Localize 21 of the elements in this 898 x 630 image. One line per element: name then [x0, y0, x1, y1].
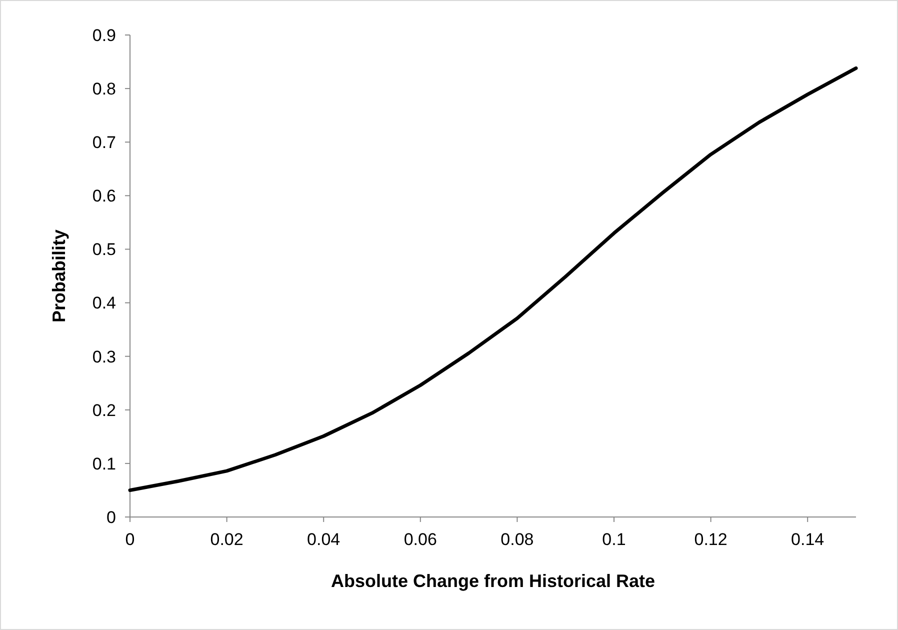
x-tick-label: 0.1	[602, 530, 626, 549]
x-tick-label: 0.02	[210, 530, 244, 549]
x-tick-label: 0.06	[404, 530, 437, 549]
x-tick-label: 0.04	[307, 530, 340, 549]
y-tick-label: 0.8	[92, 80, 116, 99]
y-tick-label: 0.9	[92, 26, 116, 45]
x-tick-label: 0	[125, 530, 135, 549]
y-tick-label: 0.7	[92, 133, 116, 152]
y-tick-label: 0.3	[92, 347, 116, 366]
y-tick-label: 0.2	[92, 400, 116, 420]
y-tick-label: 0.4	[92, 294, 116, 313]
line-series	[128, 66, 858, 492]
x-tick-label: 0.14	[791, 530, 824, 549]
x-tick-label: 0.12	[694, 530, 728, 549]
y-tick-label: 0.5	[92, 240, 116, 260]
x-tick-label: 0.08	[500, 530, 534, 549]
y-tick-label: 0.1	[92, 454, 116, 474]
y-axis-title: Probability	[49, 229, 69, 323]
y-tick-label: 0.6	[92, 186, 116, 206]
x-axis-title: Absolute Change from Historical Rate	[330, 571, 656, 591]
y-tick-label: 0	[106, 508, 116, 527]
